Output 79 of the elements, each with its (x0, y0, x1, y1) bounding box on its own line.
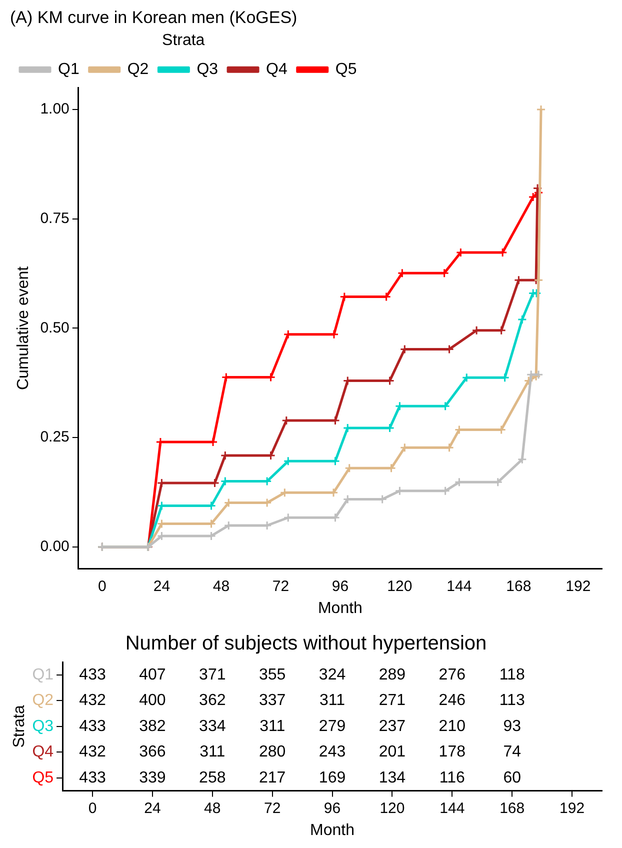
data-label: 311 (320, 692, 346, 710)
x-tick-label: 48 (204, 800, 221, 817)
data-label: 246 (438, 692, 466, 710)
data-label: 237 (378, 718, 406, 735)
data-label: 311 (200, 744, 226, 761)
data-label: 93 (503, 718, 522, 735)
data-label: 210 (438, 718, 466, 735)
data-label: 118 (499, 666, 525, 684)
y-tick-label: Q1 (32, 666, 54, 684)
legend-label: Q3 (196, 61, 218, 78)
x-tick-label: 144 (446, 578, 472, 595)
data-label: 280 (258, 744, 286, 761)
data-label: 243 (318, 744, 346, 761)
data-label: 258 (199, 769, 226, 786)
x-tick-label: 72 (272, 578, 290, 595)
y-tick-label: Q2 (32, 692, 54, 710)
data-label: 60 (503, 769, 522, 786)
y-tick-label: Q3 (32, 718, 54, 735)
legend-label: Q5 (335, 61, 357, 78)
x-tick-label: 144 (440, 800, 465, 817)
legend-title: Strata (162, 32, 205, 49)
y-axis-title: Cumulative event (15, 266, 32, 390)
data-label: 271 (378, 692, 406, 710)
x-tick-label: 168 (506, 578, 532, 595)
x-tick-label: 120 (387, 578, 412, 595)
x-axis-title: Month (318, 600, 362, 617)
legend-label: Q2 (127, 61, 149, 78)
data-label: 74 (503, 744, 522, 761)
data-label: 407 (139, 666, 166, 684)
data-label: 134 (378, 769, 406, 786)
data-label: 400 (139, 692, 166, 710)
data-label: 311 (260, 718, 286, 735)
data-label: 169 (318, 769, 346, 786)
y-axis-title: Strata (11, 704, 28, 748)
y-tick-label: 0.50 (40, 319, 70, 336)
data-label: 113 (499, 692, 525, 710)
y-tick-label: Q4 (32, 744, 54, 761)
x-tick-label: 72 (264, 800, 281, 817)
x-tick-label: 192 (566, 578, 591, 595)
data-label: 279 (318, 718, 346, 735)
y-tick-label: Q5 (32, 769, 54, 786)
y-tick-label: 0.00 (40, 538, 70, 556)
x-axis-title: Month (310, 822, 355, 839)
y-tick-label: 0.25 (40, 428, 70, 446)
x-tick-label: 0 (98, 578, 106, 595)
data-label: 324 (318, 666, 346, 684)
data-label: 433 (79, 769, 106, 786)
data-label: 355 (258, 666, 286, 684)
data-label: 371 (199, 666, 226, 684)
x-tick-label: 96 (332, 578, 349, 595)
data-label: 116 (439, 769, 466, 786)
x-tick-label: 168 (500, 800, 525, 817)
legend-label: Q4 (266, 61, 288, 78)
x-tick-label: 48 (212, 578, 230, 595)
data-label: 201 (378, 744, 406, 761)
x-tick-label: 192 (560, 800, 585, 817)
x-tick-label: 120 (380, 800, 405, 817)
x-tick-label: 24 (144, 800, 161, 817)
y-tick-label: 1.00 (40, 100, 70, 118)
data-label: 334 (199, 718, 226, 735)
data-label: 366 (139, 744, 166, 761)
data-label: 178 (438, 744, 466, 761)
data-label: 337 (258, 692, 286, 710)
data-label: 433 (79, 666, 106, 684)
data-label: 362 (199, 692, 226, 710)
data-label: 382 (139, 718, 166, 735)
data-label: 289 (378, 666, 406, 684)
chart-title: Number of subjects without hypertension (125, 632, 487, 655)
chart-title: (A) KM curve in Korean men (KoGES) (10, 8, 298, 27)
data-label: 433 (79, 718, 106, 735)
x-tick-label: 0 (88, 800, 97, 817)
data-label: 432 (79, 744, 106, 761)
data-label: 276 (438, 666, 466, 684)
data-label: 217 (258, 769, 286, 786)
data-label: 339 (139, 769, 166, 786)
y-tick-label: 0.75 (40, 210, 70, 227)
x-tick-label: 24 (153, 578, 170, 595)
data-label: 432 (79, 692, 106, 710)
x-tick-label: 96 (324, 800, 341, 817)
